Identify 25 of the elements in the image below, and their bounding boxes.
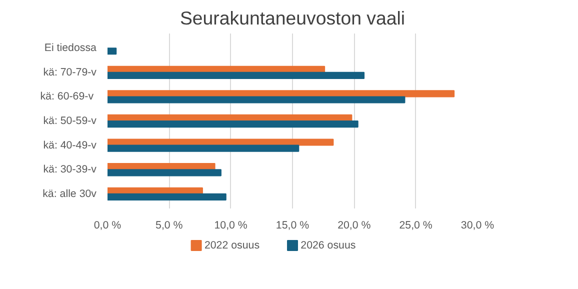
bar bbox=[108, 96, 406, 104]
bar bbox=[108, 193, 226, 200]
y-tick-label: kä: 50-59-v bbox=[43, 115, 98, 127]
y-tick-label: kä: 40-49-v bbox=[43, 139, 98, 152]
bar bbox=[108, 72, 365, 79]
x-tick-label: 30,0 % bbox=[460, 220, 495, 232]
y-tick-label: kä: alle 30v bbox=[42, 188, 98, 200]
y-tick-label: kä: 30-39-v bbox=[43, 164, 98, 176]
y-tick-label: Ei tiedossa bbox=[44, 42, 97, 54]
x-tick-label: 15,0 % bbox=[276, 220, 310, 232]
legend-label: 2022 osuus bbox=[204, 240, 260, 252]
x-tick-label: 0,0 % bbox=[94, 220, 122, 232]
y-tick-label: kä: 60-69-v bbox=[40, 90, 94, 103]
x-tick-label: 10,0 % bbox=[214, 220, 248, 232]
x-tick-label: 5,0 % bbox=[156, 220, 184, 232]
x-tick-label: 25,0 % bbox=[399, 220, 433, 232]
bar bbox=[108, 138, 334, 146]
legend-label: 2026 osuus bbox=[300, 240, 356, 252]
chart-title: Seurakuntaneuvoston vaali bbox=[180, 8, 406, 28]
bar bbox=[108, 169, 222, 176]
bar bbox=[108, 120, 358, 128]
bar bbox=[108, 48, 117, 55]
y-tick-label: kä: 70-79-v bbox=[43, 66, 98, 78]
bar bbox=[108, 144, 300, 152]
x-tick-label: 20,0 % bbox=[338, 220, 372, 232]
